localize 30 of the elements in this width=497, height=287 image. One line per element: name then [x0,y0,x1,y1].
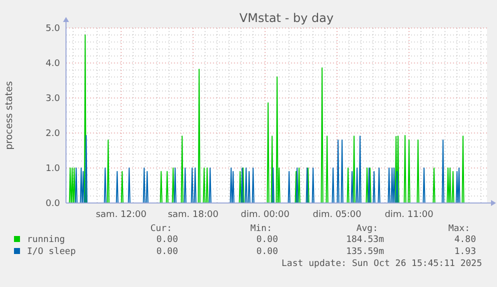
text: Last update: Sun Oct 26 15:45:11 2025 [282,259,482,269]
line-series [74,134,460,204]
x-tick-label: sam. 18:00 [168,210,219,220]
text: Max: [448,224,470,234]
text: 184.53m [346,235,384,245]
text: 4.80 [454,235,476,245]
legend-label: I/O sleep [27,247,76,257]
text: 1.93 [454,247,476,257]
line-series [68,34,464,204]
text: 135.59m [346,247,384,257]
y-tick-label: 3.0 [46,94,60,104]
y-tick-label: 0.0 [46,199,60,209]
text: 0.00 [156,247,178,257]
text: Cur: [150,224,172,234]
x-tick-label: dim. 00:00 [240,210,290,220]
y-tick-label: 1.0 [46,164,60,174]
y-tick-label: 5.0 [46,24,60,34]
y-tick-label: 4.0 [46,59,60,69]
text: 0.00 [156,235,178,245]
legend-label: running [27,235,65,245]
chart-title: VMstat - by day [239,11,334,25]
x-tick-label: sam. 12:00 [96,210,147,220]
x-tick-label: dim. 05:00 [312,210,362,220]
y-tick-label: 2.0 [46,129,60,139]
x-tick-label: dim. 11:00 [384,210,434,220]
text: Min: [250,224,272,234]
text: Avg: [356,224,378,234]
y-axis-title: process states [4,81,15,150]
text: 0.00 [256,247,278,257]
text: 0.00 [256,235,278,245]
